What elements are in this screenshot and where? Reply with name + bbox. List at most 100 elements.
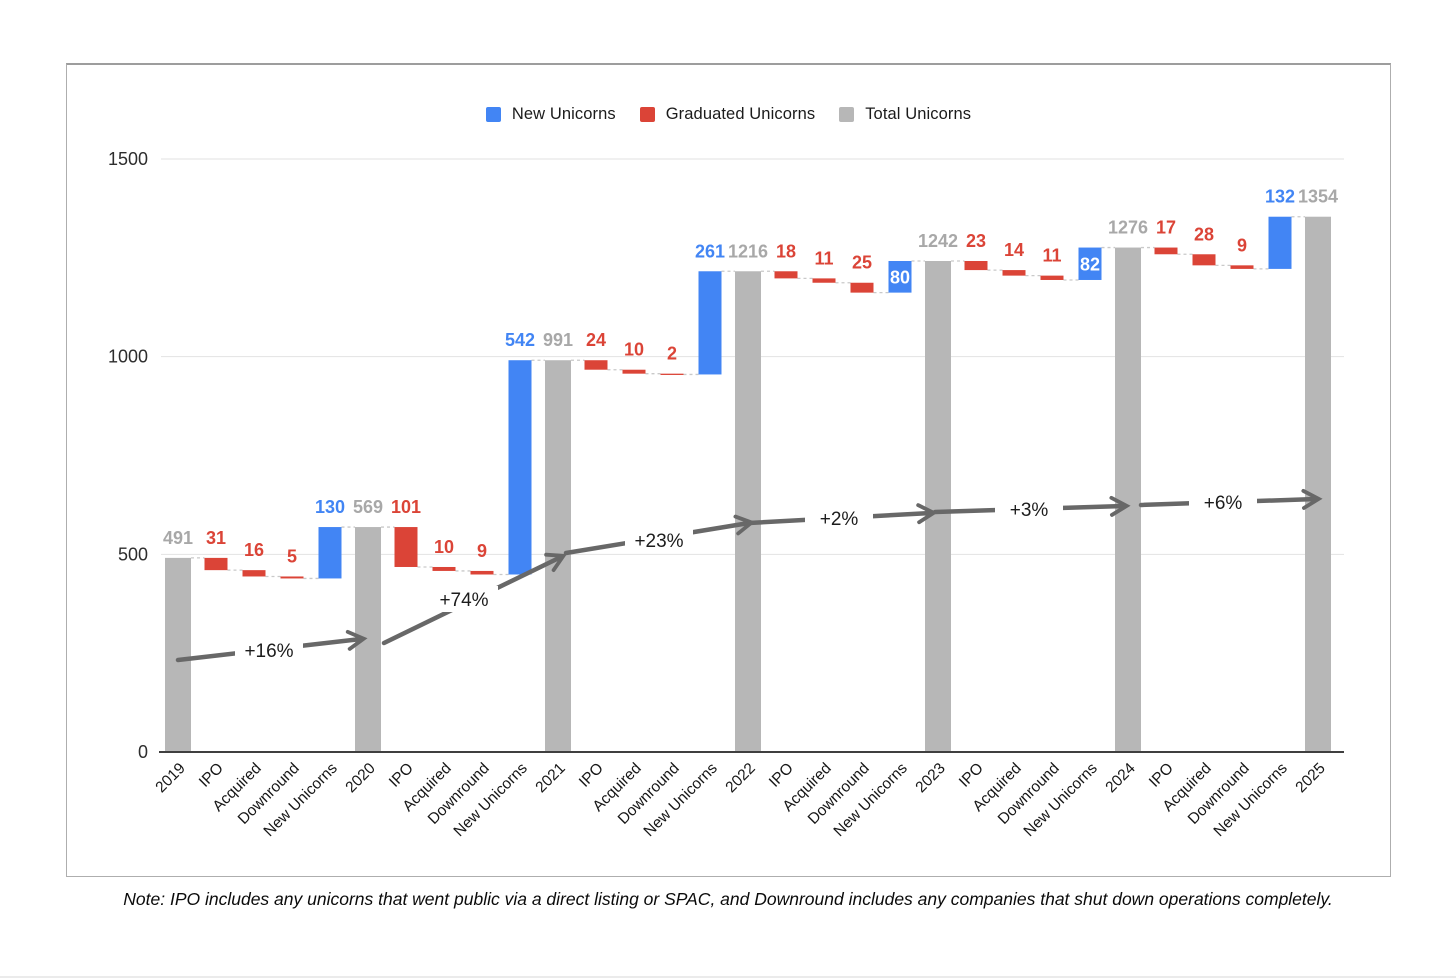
- y-axis-tick-0: 0: [138, 742, 148, 762]
- legend-item-total-unicorns: Total Unicorns: [839, 105, 971, 124]
- label-new-unicorns-2022: 261: [695, 241, 725, 261]
- legend-label: Total Unicorns: [865, 105, 972, 123]
- label-total-2025: 1354: [1298, 187, 1338, 207]
- y-axis-tick-1500: 1500: [108, 149, 148, 169]
- chart-frame: New Unicorns Graduated Unicorns Total Un…: [66, 63, 1391, 877]
- bar-acquired-2024: [1002, 270, 1026, 276]
- growth-label-mask: [625, 527, 693, 553]
- bar-acquired-2020: [242, 570, 266, 577]
- bar-acquired-2023: [812, 278, 836, 283]
- growth-label-mask: [1189, 489, 1257, 515]
- label-total-2020: 569: [353, 497, 383, 517]
- x-axis-label-2022: 2022: [722, 760, 758, 796]
- bar-downround-2022: [660, 373, 684, 375]
- legend-label: Graduated Unicorns: [665, 105, 816, 123]
- bar-new-unicorns-2022: [698, 271, 722, 375]
- label-downround-2022: 2: [667, 344, 677, 364]
- bar-downround-2021: [470, 570, 494, 575]
- x-axis-label-ipo: IPO: [1146, 760, 1177, 791]
- new-unicorns-swatch-icon: [485, 107, 501, 122]
- bar-new-unicorns-2025: [1268, 216, 1292, 269]
- growth-label-mask: [430, 586, 498, 612]
- bar-ipo-2025: [1154, 247, 1178, 255]
- bar-ipo-2020: [204, 557, 228, 571]
- label-ipo-2025: 17: [1156, 218, 1176, 238]
- label-new-unicorns-2024: 82: [1080, 254, 1100, 274]
- bar-downround-2024: [1040, 275, 1064, 280]
- bar-acquired-2022: [622, 369, 646, 374]
- bar-acquired-2021: [432, 566, 456, 571]
- legend-label: New Unicorns: [511, 105, 616, 123]
- x-axis-label-ipo: IPO: [196, 760, 227, 791]
- bar-ipo-2023: [774, 271, 798, 279]
- unicorn-waterfall-chart: 0 500 1000 1500 491 31 16 5 130 569 101 10 9 542 991 24…: [108, 149, 1344, 840]
- y-axis-tick-500: 500: [118, 544, 148, 564]
- label-total-2024: 1276: [1108, 218, 1148, 238]
- bar-downround-2025: [1230, 265, 1254, 269]
- bar-total-2022: [735, 271, 761, 752]
- label-total-2023: 1242: [918, 231, 958, 251]
- label-new-unicorns-2025: 132: [1265, 187, 1295, 207]
- label-total-2022: 1216: [728, 241, 768, 261]
- growth-label-mask: [805, 505, 873, 531]
- label-acquired-2023: 11: [814, 248, 833, 268]
- legend-item-graduated-unicorns: Graduated Unicorns: [639, 105, 816, 124]
- page-bottom-divider: [0, 976, 1456, 978]
- label-ipo-2023: 18: [776, 241, 796, 261]
- label-acquired-2020: 16: [244, 540, 264, 560]
- label-ipo-2020: 31: [206, 528, 226, 548]
- label-acquired-2024: 14: [1004, 240, 1024, 260]
- label-downround-2025: 9: [1237, 235, 1247, 255]
- label-downround-2020: 5: [287, 546, 297, 566]
- bar-downround-2020: [280, 576, 304, 579]
- x-axis-label-2021: 2021: [532, 760, 568, 796]
- bar-new-unicorns-2023: [888, 260, 912, 293]
- bar-ipo-2021: [394, 527, 418, 567]
- growth-label-2022: +23%: [634, 531, 683, 552]
- footnote: Note: IPO includes any unicorns that wen…: [123, 889, 1333, 909]
- legend-item-new-unicorns: New Unicorns: [485, 105, 616, 124]
- bar-total-2019: [165, 557, 191, 752]
- growth-label-mask: [995, 496, 1063, 522]
- x-axis-label-ipo: IPO: [386, 760, 417, 791]
- bar-total-2023: [925, 260, 951, 752]
- label-new-unicorns-2021: 542: [505, 330, 535, 350]
- growth-label-mask: [235, 637, 303, 663]
- growth-label-2023: +2%: [820, 509, 859, 530]
- bar-downround-2023: [850, 282, 874, 293]
- label-ipo-2021: 101: [391, 497, 421, 517]
- bar-new-unicorns-2024: [1078, 247, 1102, 280]
- total-unicorns-swatch-icon: [839, 107, 855, 122]
- bar-acquired-2025: [1192, 254, 1216, 266]
- x-axis-label-2019: 2019: [152, 760, 188, 796]
- bar-total-2024: [1115, 247, 1141, 752]
- label-total-2019: 491: [163, 528, 193, 548]
- label-total-2021: 991: [543, 330, 573, 350]
- bar-new-unicorns-2020: [318, 527, 342, 579]
- x-axis-label-2020: 2020: [342, 760, 379, 797]
- graduated-unicorns-swatch-icon: [639, 107, 655, 122]
- label-new-unicorns-2020: 130: [315, 497, 345, 517]
- label-ipo-2024: 23: [966, 231, 986, 251]
- bar-new-unicorns-2021: [508, 360, 532, 575]
- label-ipo-2022: 24: [586, 330, 606, 350]
- growth-label-2020: +16%: [244, 641, 293, 662]
- label-acquired-2022: 10: [624, 340, 644, 360]
- label-downround-2023: 25: [852, 253, 872, 273]
- x-axis-label-2024: 2024: [1102, 760, 1139, 797]
- x-axis-label-ipo: IPO: [766, 760, 797, 791]
- label-acquired-2021: 10: [434, 537, 454, 557]
- growth-label-2024: +3%: [1010, 500, 1049, 521]
- label-downround-2024: 11: [1042, 246, 1061, 266]
- growth-label-2025: +6%: [1204, 493, 1243, 514]
- label-acquired-2025: 28: [1194, 224, 1214, 244]
- x-axis-label-2025: 2025: [1292, 760, 1328, 796]
- x-axis-label-ipo: IPO: [956, 760, 987, 791]
- y-axis-tick-1000: 1000: [108, 347, 148, 367]
- x-axis-label-2023: 2023: [912, 760, 948, 796]
- bar-ipo-2024: [964, 260, 988, 271]
- bar-total-2025: [1305, 216, 1331, 752]
- label-new-unicorns-2023: 80: [890, 267, 910, 287]
- x-axis-label-ipo: IPO: [576, 760, 607, 791]
